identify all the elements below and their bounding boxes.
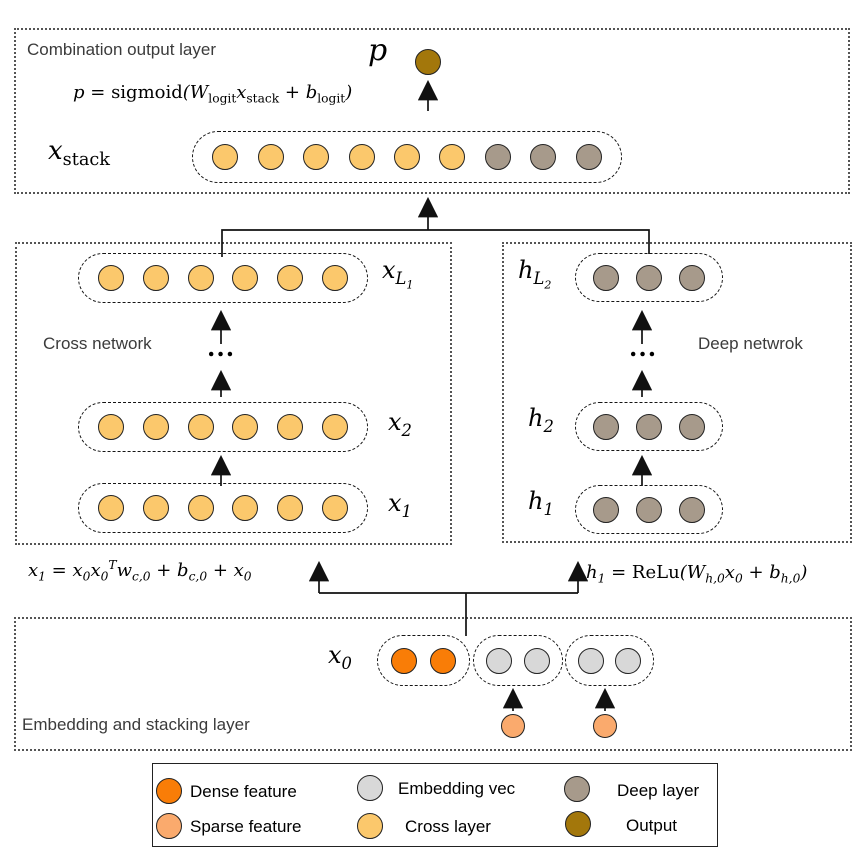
cross-node-circle xyxy=(212,144,239,170)
deep-node-circle xyxy=(484,144,511,170)
p-label: p xyxy=(368,33,388,68)
x-1-label: x1 xyxy=(388,489,412,521)
cross-node-circle xyxy=(187,495,214,521)
legend-dense-swatch xyxy=(156,778,182,804)
output-formula: p = sigmoid(Wlogitxstack + blogit) xyxy=(73,82,353,106)
x-1-capsule xyxy=(78,483,368,533)
x-stack-capsule xyxy=(192,131,622,183)
x0-embedding-capsule-1 xyxy=(473,635,563,686)
cross-node-circle xyxy=(393,144,420,170)
deep-network-box xyxy=(502,242,852,543)
output-node xyxy=(415,49,441,75)
cross-node-circle xyxy=(187,265,214,291)
cross-node-circle xyxy=(142,265,169,291)
cross-node-circle xyxy=(277,495,304,521)
cross-node-circle xyxy=(277,265,304,291)
deep-formula: h1 = ReLu(Wh,0x0 + bh,0) xyxy=(586,562,808,586)
cross-formula: x1 = x0x0Twc,0 + bc,0 + x0 xyxy=(28,558,252,584)
cross-node-circle xyxy=(97,495,124,521)
cross-node-circle xyxy=(439,144,466,170)
cross-node-circle xyxy=(257,144,284,170)
cross-network-label: Cross network xyxy=(43,334,152,353)
legend-cross-label: Cross layer xyxy=(405,817,491,836)
legend-cross-swatch xyxy=(357,813,383,839)
x-L1-label: xL1 xyxy=(382,256,414,292)
h-2-capsule xyxy=(575,402,723,451)
legend-output-label: Output xyxy=(626,816,678,835)
embedding-layer-label: Embedding and stacking layer xyxy=(22,715,250,734)
deep-node-circle xyxy=(636,496,662,523)
x0-dense-capsule xyxy=(377,635,470,686)
embedding-node-circle xyxy=(486,647,512,674)
legend-output-swatch xyxy=(565,811,591,837)
cross-node-circle xyxy=(142,414,169,440)
cross-node-circle xyxy=(322,495,349,521)
deep-node-circle xyxy=(593,413,619,440)
legend-dense-label: Dense feature xyxy=(190,782,297,801)
deep-node-circle xyxy=(636,264,662,291)
legend-deep-swatch xyxy=(564,776,590,802)
combination-output-layer-box xyxy=(14,28,850,194)
dense-node-circle xyxy=(430,647,456,674)
cross-node-circle xyxy=(142,495,169,521)
embedding-stacking-layer-box xyxy=(14,617,852,751)
cross-node-circle xyxy=(232,265,259,291)
cross-node-circle xyxy=(97,414,124,440)
legend-sparse-swatch xyxy=(156,813,182,839)
deep-node-circle xyxy=(593,496,619,523)
cross-node-circle xyxy=(232,414,259,440)
cross-node-circle xyxy=(303,144,330,170)
cross-node-circle xyxy=(348,144,375,170)
sparse-feature-node-2 xyxy=(593,714,617,738)
legend-deep-label: Deep layer xyxy=(617,781,700,800)
embedding-node-circle xyxy=(524,647,550,674)
sparse-feature-node-1 xyxy=(501,714,525,738)
dense-node-circle xyxy=(391,647,417,674)
cross-node-circle xyxy=(232,495,259,521)
cross-node-circle xyxy=(277,414,304,440)
cross-node-circle xyxy=(322,265,349,291)
h-2-label: h2 xyxy=(528,404,554,436)
embedding-node-circle xyxy=(615,647,642,674)
deep-node-circle xyxy=(679,496,705,523)
x-2-label: x2 xyxy=(388,408,412,440)
h-1-capsule xyxy=(575,485,723,534)
h-L2-label: hL2 xyxy=(518,256,552,292)
legend-embedding-swatch xyxy=(357,775,383,801)
x-0-label: x0 xyxy=(328,641,352,673)
x0-embedding-capsule-2 xyxy=(565,635,654,686)
cross-node-circle xyxy=(187,414,214,440)
deep-node-circle xyxy=(679,264,705,291)
deep-network-label: Deep netwrok xyxy=(698,334,803,353)
h-1-label: h1 xyxy=(528,487,554,519)
deep-ellipsis: ... xyxy=(629,333,658,362)
x-stack-label: xstack xyxy=(48,136,110,171)
deep-node-circle xyxy=(575,144,602,170)
legend-sparse-label: Sparse feature xyxy=(190,817,302,836)
x-2-capsule xyxy=(78,402,368,452)
deep-node-circle xyxy=(530,144,557,170)
deep-node-circle xyxy=(636,413,662,440)
x-L1-capsule xyxy=(78,253,368,303)
cross-ellipsis: ... xyxy=(207,333,236,362)
deep-node-circle xyxy=(593,264,619,291)
legend-box xyxy=(152,763,718,847)
combination-layer-label: Combination output layer xyxy=(27,40,217,59)
cross-node-circle xyxy=(322,414,349,440)
deep-node-circle xyxy=(679,413,705,440)
h-L2-capsule xyxy=(575,253,723,302)
embedding-node-circle xyxy=(577,647,604,674)
legend-embedding-label: Embedding vec xyxy=(398,779,516,798)
cross-node-circle xyxy=(97,265,124,291)
